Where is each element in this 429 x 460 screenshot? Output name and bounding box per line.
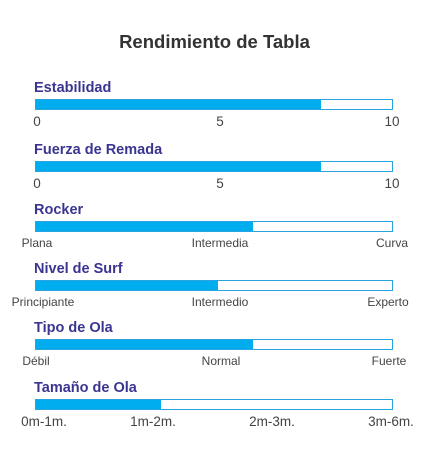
metric-label: Rocker	[34, 202, 84, 218]
level-bar-fill	[36, 400, 161, 409]
metric-tipo-de-ola: Tipo de Ola Débil Normal Fuerte	[0, 320, 429, 370]
scale-tick: Intermedia	[191, 236, 249, 250]
level-bar-track	[35, 221, 393, 232]
scale-tick: 5	[216, 114, 224, 129]
scale-tick: Intermedio	[191, 295, 249, 309]
metric-nivel-de-surf: Nivel de Surf Principiante Intermedio Ex…	[0, 261, 429, 311]
metric-rocker: Rocker Plana Intermedia Curva	[0, 202, 429, 252]
level-bar-track	[35, 161, 393, 172]
scale-tick: Plana	[21, 236, 53, 250]
scale-tick: 0m-1m.	[21, 414, 67, 429]
level-bar-track	[35, 99, 393, 110]
metric-tamano-de-ola: Tamaño de Ola 0m-1m. 1m-2m. 2m-3m. 3m-6m…	[0, 380, 429, 430]
scale-tick: Experto	[367, 295, 409, 309]
level-bar-fill	[36, 162, 321, 171]
scale-tick: 2m-3m.	[249, 414, 295, 429]
metric-label: Tipo de Ola	[34, 320, 113, 336]
scale-tick: 10	[384, 176, 400, 191]
metric-label: Nivel de Surf	[34, 261, 123, 277]
metric-label: Tamaño de Ola	[34, 380, 137, 396]
scale-tick: 1m-2m.	[130, 414, 176, 429]
scale-tick: 3m-6m.	[368, 414, 414, 429]
scale-tick: 5	[216, 176, 224, 191]
scale-tick: Débil	[22, 354, 50, 368]
metric-estabilidad: Estabilidad 0 5 10	[0, 80, 429, 130]
metric-fuerza-de-remada: Fuerza de Remada 0 5 10	[0, 142, 429, 192]
level-bar-fill	[36, 100, 321, 109]
level-bar-track	[35, 339, 393, 350]
scale-tick: 0	[33, 114, 41, 129]
level-bar-fill	[36, 281, 218, 290]
page-title: Rendimiento de Tabla	[119, 31, 310, 52]
level-bar-fill	[36, 340, 254, 349]
scale-tick: 0	[33, 176, 41, 191]
scale-tick: Normal	[201, 354, 241, 368]
scale-tick: Fuerte	[371, 354, 407, 368]
level-bar-track	[35, 280, 393, 291]
level-bar-fill	[36, 222, 254, 231]
metric-label: Fuerza de Remada	[34, 142, 163, 158]
scale-tick: Curva	[375, 236, 409, 250]
scale-tick: Principiante	[11, 295, 75, 309]
level-bar-track	[35, 399, 393, 410]
scale-tick: 10	[384, 114, 400, 129]
metric-label: Estabilidad	[34, 80, 112, 96]
